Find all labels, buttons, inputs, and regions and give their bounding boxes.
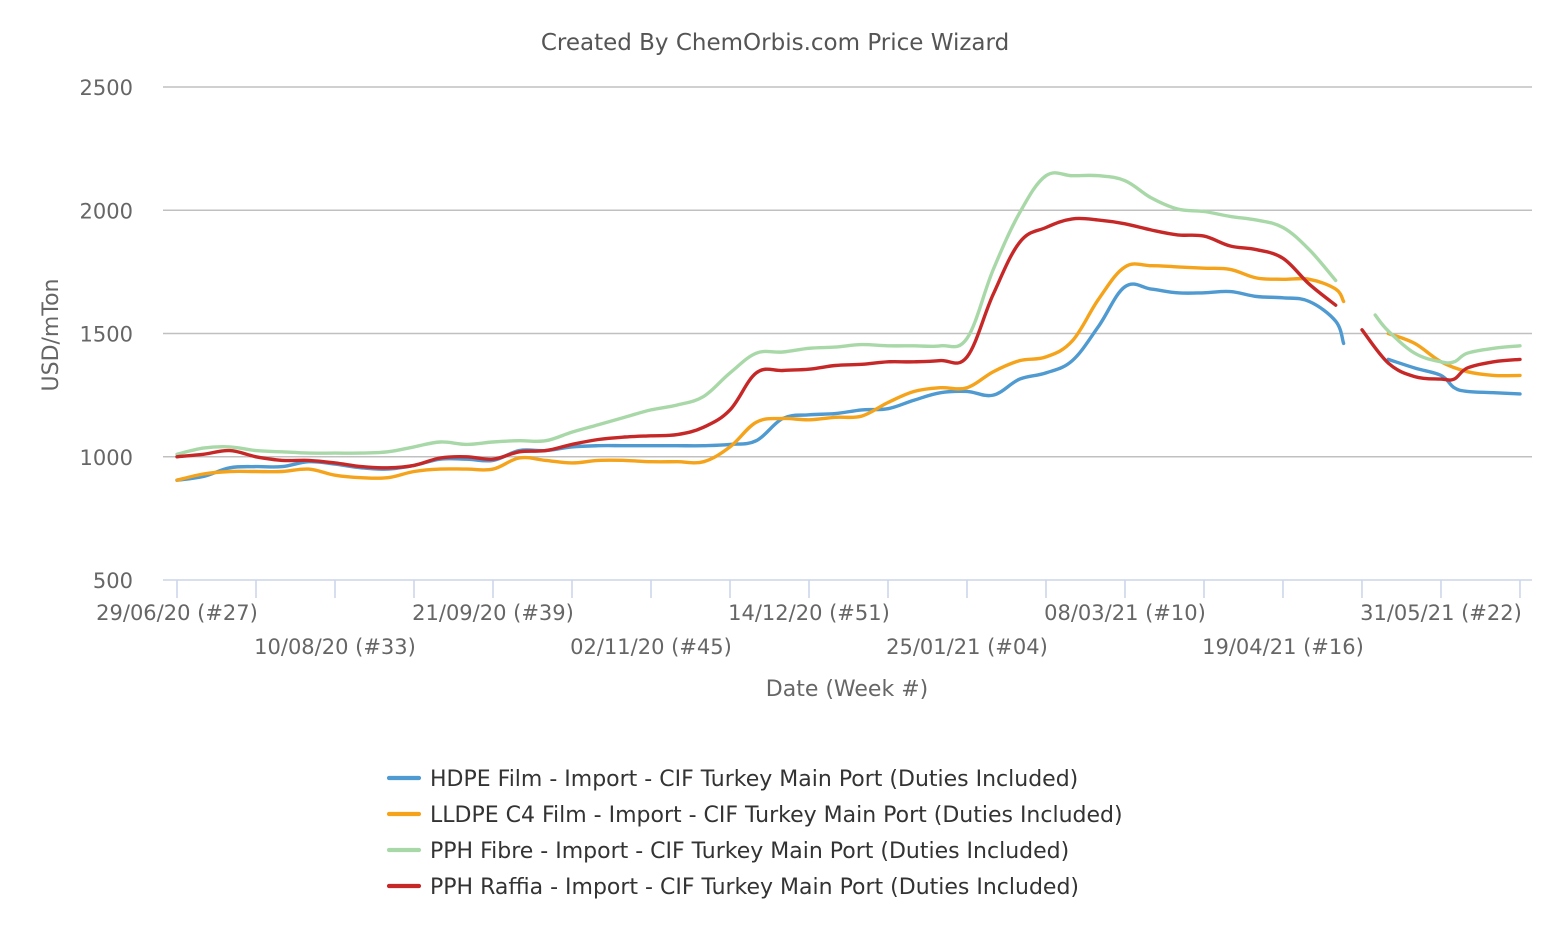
series-line: [175, 282, 1346, 482]
y-tick-label: 500: [93, 569, 133, 593]
legend-item[interactable]: LLDPE C4 Film - Import - CIF Turkey Main…: [386, 803, 1123, 828]
x-tick-label: 10/08/20 (#33): [254, 635, 416, 659]
y-axis-title: USD/mTon: [39, 279, 64, 392]
series-line: [1360, 328, 1522, 382]
y-tick-label: 2000: [80, 199, 133, 223]
x-tick-label: 25/01/21 (#04): [886, 635, 1048, 659]
x-axis-title: Date (Week #): [766, 677, 928, 702]
series-0: [175, 282, 1522, 482]
series-line: [175, 262, 1346, 482]
series-1: [175, 262, 1522, 482]
legend: HDPE Film - Import - CIF Turkey Main Por…: [386, 767, 1123, 900]
series-line: [175, 216, 1338, 470]
series-3: [175, 216, 1522, 470]
series-lines: [175, 171, 1522, 482]
x-tick-label: 02/11/20 (#45): [570, 635, 732, 659]
legend-label: PPH Fibre - Import - CIF Turkey Main Por…: [430, 839, 1069, 864]
x-tick-label: 19/04/21 (#16): [1202, 635, 1364, 659]
series-line: [1386, 331, 1522, 378]
y-axis-ticks: 500 1000 1500 2000 2500: [80, 76, 133, 593]
series-line: [1386, 357, 1522, 396]
y-tick-label: 1000: [80, 446, 133, 470]
x-tick-label: 31/05/21 (#22): [1360, 601, 1522, 625]
legend-label: PPH Raffia - Import - CIF Turkey Main Po…: [430, 875, 1079, 900]
y-tick-label: 1500: [80, 323, 133, 347]
series-2: [175, 171, 1522, 456]
x-axis-ticks: 29/06/20 (#27) 10/08/20 (#33) 21/09/20 (#3…: [96, 580, 1522, 659]
gridlines: [163, 86, 1532, 458]
legend-item[interactable]: HDPE Film - Import - CIF Turkey Main Por…: [386, 767, 1078, 792]
series-line: [1373, 313, 1522, 365]
x-tick-label: 29/06/20 (#27): [96, 601, 258, 625]
series-line: [175, 171, 1338, 456]
x-tick-label: 21/09/20 (#39): [412, 601, 574, 625]
x-tick-label: 14/12/20 (#51): [728, 601, 890, 625]
legend-label: LLDPE C4 Film - Import - CIF Turkey Main…: [430, 803, 1123, 828]
legend-item[interactable]: PPH Fibre - Import - CIF Turkey Main Por…: [386, 839, 1069, 864]
legend-label: HDPE Film - Import - CIF Turkey Main Por…: [430, 767, 1078, 792]
y-tick-label: 2500: [80, 76, 133, 100]
legend-item[interactable]: PPH Raffia - Import - CIF Turkey Main Po…: [386, 875, 1079, 900]
chart-title: Created By ChemOrbis.com Price Wizard: [541, 30, 1009, 56]
x-tick-label: 08/03/21 (#10): [1044, 601, 1206, 625]
